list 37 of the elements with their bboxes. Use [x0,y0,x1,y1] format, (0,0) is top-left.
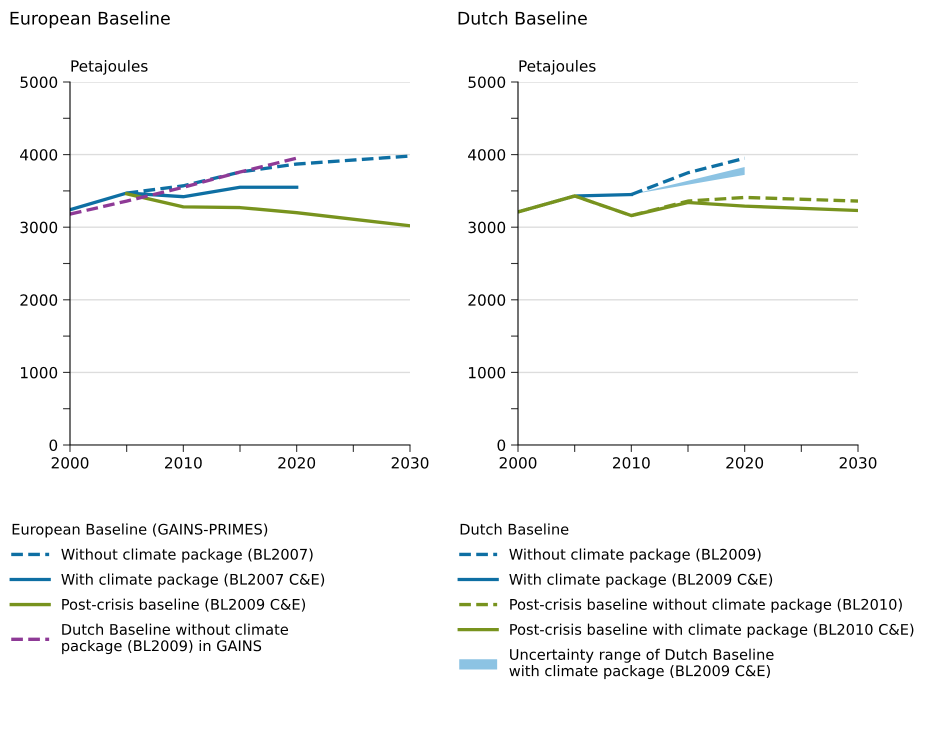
legend-label: Post-crisis baseline (BL2009 C&E) [62,598,306,612]
x-tick-label: 2030 [392,457,428,469]
y-tick-label: 5000 [20,76,58,88]
y-tick-label: 3000 [468,222,506,234]
x-tick-label: 2020 [726,457,764,469]
y-tick-label: 0 [497,439,506,452]
x-tick-label: 2030 [840,457,876,469]
legend-label: Without climate package (BL2007) [61,548,313,563]
legend-label: Post-crisis baseline without climate package (BL2010) [510,598,902,613]
x-tick-label: 2010 [165,457,202,469]
chart-title: Dutch Baseline [458,11,587,25]
legend-label: Without climate package (BL2009) [509,548,761,563]
chart-title: European Baseline [10,11,170,28]
y-tick-label: 0 [49,439,58,452]
x-tick-label: 2010 [613,457,650,469]
legend-label: Dutch Baseline without climate package (BL2009) in GAINS [62,624,288,654]
legend-label: With climate package (BL2009 C&E) [509,574,772,588]
y-tick-label: 1000 [20,366,58,378]
y-tick-label: 4000 [468,149,506,161]
y-tick-label: 1000 [468,366,506,378]
legend-label: With climate package (BL2007 C&E) [61,574,324,588]
y-tick-label: 2000 [20,294,58,306]
x-tick-label: 2000 [500,457,536,469]
y-tick-label: 2000 [468,294,506,306]
legend-label: Uncertainty range of Dutch Baseline with climate package (BL2009 C&E) [509,648,774,680]
y-axis-title: Petajoules [520,60,596,75]
y-tick-label: 3000 [20,222,58,234]
x-tick-label: 2020 [278,457,316,469]
x-tick-label: 2000 [52,457,88,469]
y-tick-label: 4000 [20,149,58,161]
legend-label: Post-crisis baseline with climate package (BL2010 C&E) [510,624,914,638]
legend-title: Dutch Baseline [460,523,568,535]
line-series [124,192,410,228]
y-axis-title: Petajoules [72,60,148,75]
line-series [70,156,298,216]
legend-title: European Baseline (GAINS-PRIMES) [12,523,268,538]
y-tick-label: 5000 [468,76,506,88]
